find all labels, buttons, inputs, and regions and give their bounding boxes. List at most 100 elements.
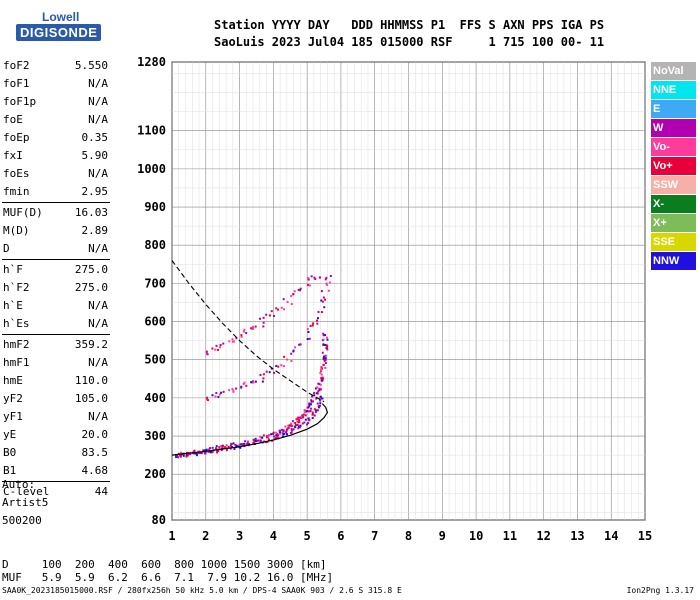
o-trace-mark	[317, 390, 320, 393]
x-trace-mark	[185, 453, 188, 456]
param-value: N/A	[88, 242, 108, 255]
param-name: fxI	[3, 149, 23, 162]
second-hop-mark	[312, 322, 315, 325]
param-name: h`F	[3, 263, 23, 276]
param-name: h`Es	[3, 317, 30, 330]
second-hop-mark	[320, 311, 323, 314]
x-trace-mark	[257, 439, 260, 442]
param-row: B1 4.68	[2, 462, 110, 480]
x-trace-mark	[290, 431, 293, 434]
o-trace-mark	[288, 424, 291, 427]
file-info-footer: SAA0K_2023185015000.RSF / 280fx256h 50 k…	[2, 586, 402, 595]
x-trace-mark	[311, 413, 314, 416]
x-tick-label: 3	[236, 529, 243, 543]
x-trace-mark	[239, 446, 242, 449]
artist-code: 500200	[2, 514, 42, 527]
digisonde-logo: Lowell DIGISONDE	[4, 6, 134, 46]
o-trace-mark	[321, 378, 324, 381]
o-trace-mark	[178, 454, 181, 457]
second-hop-mark	[277, 365, 280, 368]
param-value: 16.03	[74, 206, 108, 219]
o-trace-mark	[256, 439, 259, 442]
o-trace-mark	[319, 388, 322, 391]
polarization-legend: NoVal NNE E W Vo- Vo+ SSW X- X+ SSE NNW	[651, 62, 696, 271]
y-tick-label: 80	[152, 513, 166, 527]
x-tick-label: 6	[337, 529, 344, 543]
o-trace-mark	[307, 410, 310, 413]
o-trace-mark	[268, 434, 271, 437]
upper-trace-mark	[290, 303, 293, 306]
header-row-values: SaoLuis 2023 Jul04 185 015000 RSF 1 715 …	[214, 35, 605, 49]
upper-trace-mark	[240, 335, 243, 338]
o-trace-mark	[272, 431, 275, 434]
upper-trace-mark	[307, 277, 310, 280]
second-hop-mark	[232, 389, 235, 392]
upper-trace-mark	[262, 321, 265, 324]
upper-trace-mark	[283, 308, 286, 311]
x-tick-label: 10	[469, 529, 483, 543]
electron-density-profile	[171, 403, 329, 456]
second-hop-mark	[259, 373, 262, 376]
upper-trace-mark	[219, 343, 222, 346]
x-tick-label: 14	[604, 529, 618, 543]
o-trace-mark	[215, 447, 218, 450]
o-trace-mark	[325, 344, 328, 347]
o-trace-mark	[319, 372, 322, 375]
legend-item-vo: Vo+	[651, 157, 696, 175]
param-value: N/A	[88, 299, 108, 312]
upper-trace-mark	[211, 347, 214, 350]
second-hop-mark	[280, 364, 283, 367]
x-trace-mark	[235, 444, 238, 447]
second-hop-mark	[254, 380, 257, 383]
upper-trace-mark	[262, 325, 265, 328]
o-trace-mark	[276, 433, 279, 436]
second-hop-mark	[308, 337, 311, 340]
o-trace-mark	[323, 355, 326, 358]
param-row: MUF(D) 16.03	[2, 204, 110, 222]
o-trace-mark	[322, 332, 325, 335]
x-trace-mark	[298, 426, 301, 429]
x-trace-mark	[299, 424, 302, 427]
o-trace-mark	[310, 403, 313, 406]
param-name: fmin	[3, 185, 30, 198]
o-trace-mark	[254, 437, 257, 440]
o-trace-mark	[294, 422, 297, 425]
o-trace-mark	[297, 416, 300, 419]
x-trace-mark	[292, 428, 295, 431]
x-trace-mark	[316, 409, 319, 412]
param-row: foF1 N/A	[2, 75, 110, 93]
param-value: 5.90	[81, 149, 109, 162]
upper-trace-mark	[235, 337, 238, 340]
upper-trace-mark	[215, 344, 218, 347]
second-hop-mark	[294, 346, 297, 349]
o-trace-mark	[308, 405, 311, 408]
x-trace-mark	[246, 443, 249, 446]
x-trace-mark	[319, 402, 322, 405]
second-hop-mark	[299, 343, 302, 346]
muf-table-distance: D 100 200 400 600 800 1000 1500 3000 [km…	[2, 558, 327, 571]
second-hop-mark	[242, 382, 245, 385]
x-trace-mark	[285, 433, 288, 436]
x-trace-mark	[241, 443, 244, 446]
x-trace-mark	[267, 438, 270, 441]
x-trace-mark	[307, 417, 310, 420]
o-trace-mark	[322, 338, 325, 341]
x-tick-label: 7	[371, 529, 378, 543]
o-trace-mark	[307, 406, 310, 409]
y-tick-label: 700	[144, 276, 166, 290]
x-trace-mark	[195, 452, 198, 455]
o-trace-mark	[326, 338, 329, 341]
x-trace-mark	[266, 440, 269, 443]
x-trace-mark	[303, 421, 306, 424]
o-trace-mark	[320, 367, 323, 370]
o-trace-mark	[285, 429, 288, 432]
o-trace-mark	[287, 427, 290, 430]
second-hop-mark	[317, 311, 320, 314]
second-hop-mark	[252, 381, 255, 384]
o-trace-mark	[315, 397, 318, 400]
x-trace-mark	[192, 452, 195, 455]
o-trace-mark	[267, 435, 270, 438]
param-value: 275.0	[74, 281, 108, 294]
o-trace-mark	[215, 445, 218, 448]
